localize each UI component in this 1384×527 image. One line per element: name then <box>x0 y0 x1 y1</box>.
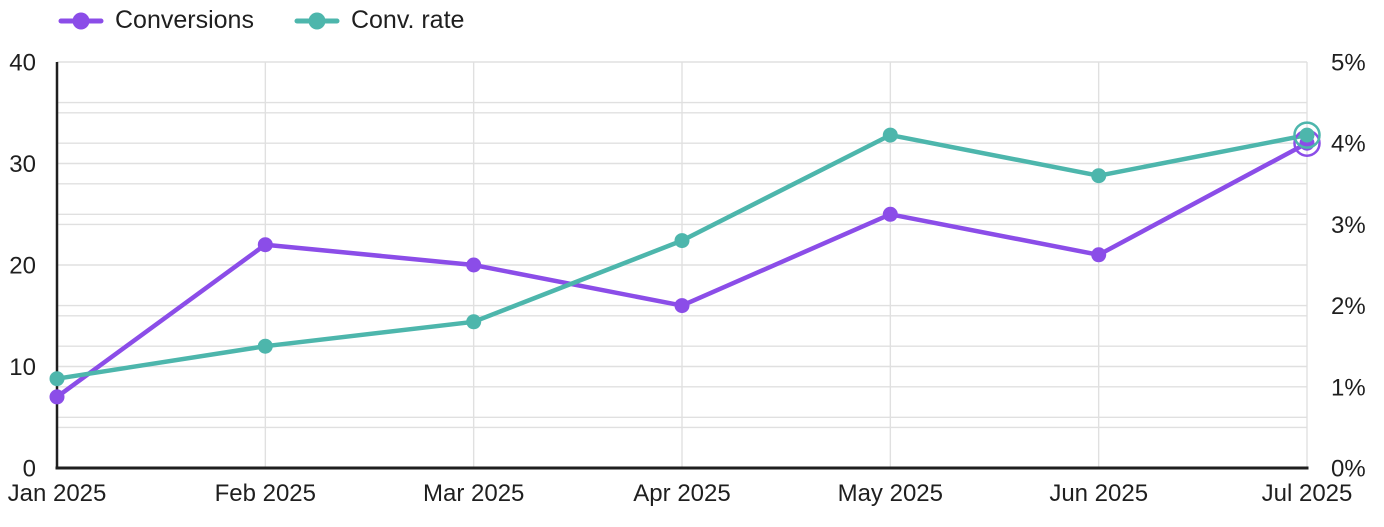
left-axis-tick-label: 40 <box>9 50 36 77</box>
x-axis-month-label: May 2025 <box>838 480 943 507</box>
right-axis-tick-label: 5% <box>1331 50 1366 77</box>
data-point-conversions-1[interactable] <box>257 237 273 253</box>
data-point-conv-rate-4[interactable] <box>882 127 898 143</box>
x-axis-month-label: Jun 2025 <box>1049 480 1148 507</box>
data-point-conv-rate-1[interactable] <box>257 338 273 354</box>
left-axis-tick-label: 30 <box>9 151 36 178</box>
right-axis-tick-label: 3% <box>1331 212 1366 239</box>
x-axis-month-label: Mar 2025 <box>423 480 524 507</box>
data-point-conv-rate-3[interactable] <box>674 233 690 249</box>
data-point-conversions-5[interactable] <box>1091 247 1107 263</box>
x-axis-labels: Jan 2025 Feb 2025 Mar 2025 Apr 2025 May 2025… <box>8 480 1353 507</box>
left-axis-tick-label: 0 <box>23 456 36 483</box>
data-point-conversions-4[interactable] <box>882 206 898 222</box>
left-axis-labels: 0 10 20 30 40 <box>9 50 36 483</box>
legend-item-conv-rate[interactable]: Conv. rate <box>294 6 464 35</box>
left-axis-tick-label: 10 <box>9 354 36 381</box>
right-axis-tick-label: 4% <box>1331 131 1366 158</box>
x-axis-month-label: Jul 2025 <box>1262 480 1353 507</box>
x-axis-month-label: Feb 2025 <box>215 480 316 507</box>
legend-label-conversions: Conversions <box>115 6 254 34</box>
data-point-conv-rate-6[interactable] <box>1299 127 1315 143</box>
series-points-conv-rate <box>49 121 1321 387</box>
data-point-conversions-0[interactable] <box>49 389 65 405</box>
line-dot-marker-icon <box>58 12 104 29</box>
right-axis-labels: 0% 1% 2% 3% 4% 5% <box>1331 50 1366 483</box>
data-point-conv-rate-5[interactable] <box>1091 168 1107 184</box>
chart-legend: Conversions Conv. rate <box>58 6 504 35</box>
data-point-conversions-2[interactable] <box>466 257 482 273</box>
data-point-conv-rate-0[interactable] <box>49 371 65 387</box>
x-axis-month-label: Jan 2025 <box>8 480 107 507</box>
line-dot-marker-icon <box>294 12 340 29</box>
right-axis-tick-label: 1% <box>1331 374 1366 401</box>
data-point-conversions-3[interactable] <box>674 298 690 314</box>
last-point-ring-conv-rate <box>1293 121 1321 149</box>
right-axis-tick-label: 0% <box>1331 456 1366 483</box>
legend-label-conv-rate: Conv. rate <box>350 6 465 34</box>
gridlines <box>57 61 1308 468</box>
right-axis-tick-label: 2% <box>1331 293 1366 320</box>
legend-item-conversions[interactable]: Conversions <box>58 6 254 35</box>
data-point-conv-rate-2[interactable] <box>466 314 482 330</box>
x-axis-month-label: Apr 2025 <box>633 480 730 507</box>
left-axis-tick-label: 20 <box>9 253 36 280</box>
